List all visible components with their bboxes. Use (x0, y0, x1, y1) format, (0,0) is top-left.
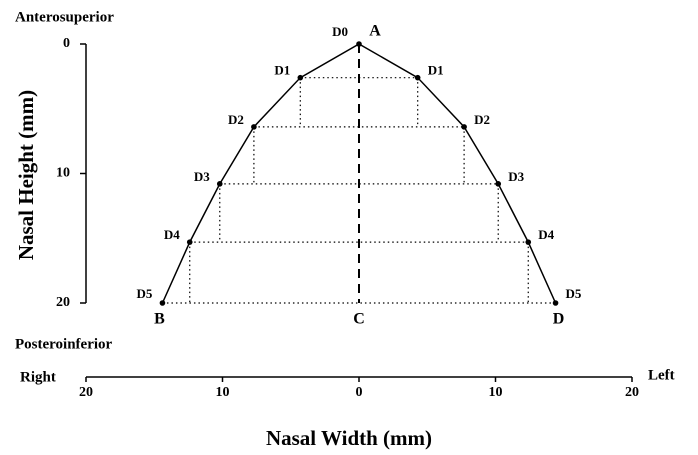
point (251, 124, 257, 130)
y-tick-label: 10 (56, 166, 70, 181)
point-label: D4 (164, 227, 180, 242)
corner-label: D (553, 311, 565, 328)
point-label: D1 (274, 63, 290, 78)
y-tick-label: 20 (56, 295, 70, 310)
x-axis-title: Nasal Width (mm) (266, 426, 432, 450)
x-tick-label: 20 (625, 385, 639, 400)
y-axis-title: Nasal Height (mm) (14, 90, 38, 260)
point (216, 181, 223, 187)
point-label: D5 (566, 286, 582, 301)
x-tick-label: 10 (216, 385, 230, 400)
point (552, 300, 559, 306)
point (414, 74, 421, 81)
corner-label: A (369, 23, 381, 40)
point-label: D2 (474, 112, 490, 127)
point-label: D1 (428, 63, 444, 78)
x-tick-label: 10 (489, 385, 503, 400)
point-label: D3 (508, 169, 524, 184)
corner-label: B (154, 311, 165, 328)
point (297, 74, 304, 81)
y-tick-label: 0 (63, 36, 70, 51)
point (461, 124, 467, 130)
point (356, 41, 362, 47)
x-right-label: Left (648, 367, 675, 383)
point (159, 300, 166, 306)
corner-label: C (353, 311, 365, 328)
y-bottom-label: Posteroinferior (15, 336, 113, 352)
point-label: D4 (538, 227, 554, 242)
x-tick-label: 20 (79, 385, 93, 400)
x-tick-label: 0 (356, 385, 363, 400)
point (186, 239, 193, 245)
x-left-label: Right (20, 369, 56, 385)
point-label: D5 (137, 286, 153, 301)
point (495, 181, 502, 187)
point-label: D0 (332, 24, 348, 39)
point (525, 239, 532, 245)
y-top-label: Anterosuperior (15, 9, 114, 25)
point-label: D2 (228, 112, 244, 127)
point-label: D3 (194, 169, 210, 184)
